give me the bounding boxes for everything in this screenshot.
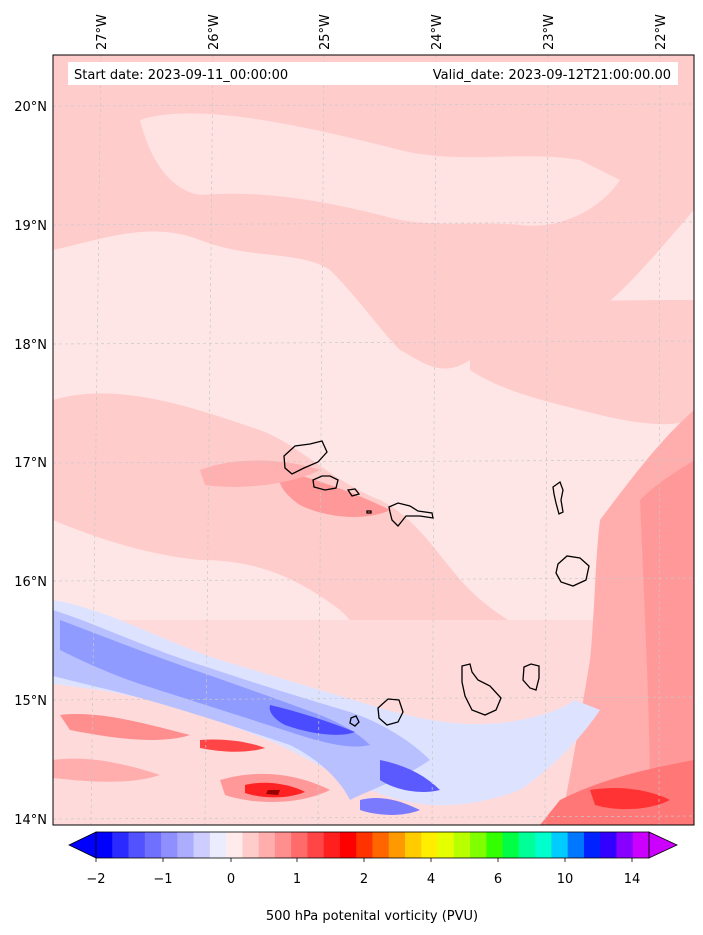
colorbar-segment <box>405 832 422 858</box>
colorbar-segment <box>632 832 650 858</box>
info-box <box>68 62 678 85</box>
island-maio <box>522 663 540 691</box>
colorbar-segments <box>96 832 650 858</box>
colorbar-tick-label: 1 <box>293 872 301 887</box>
colorbar-extend-low <box>68 831 97 859</box>
lon-tick-labels: 27°W 26°W 25°W 24°W 23°W 22°W <box>95 14 669 50</box>
coastlines <box>283 440 590 727</box>
pv-field-medium-red <box>200 410 694 825</box>
colorbar-segment <box>307 832 325 858</box>
island-sal <box>552 480 564 515</box>
colorbar-segment <box>453 832 471 858</box>
colorbar-segment <box>372 832 390 858</box>
lat-tick: 16°N <box>14 575 47 590</box>
colorbar-segment <box>388 832 406 858</box>
colorbar: −2 −1 0 1 2 4 6 10 14 500 hPa potenital … <box>68 831 678 924</box>
colorbar-segment <box>258 832 276 858</box>
colorbar-segment <box>518 832 536 858</box>
colorbar-segment <box>486 832 504 858</box>
colorbar-segment <box>437 832 455 858</box>
island-sao-nicolau <box>388 502 434 527</box>
colorbar-segment <box>291 832 308 858</box>
lat-tick: 19°N <box>14 219 47 234</box>
valid-date-label: Valid_date: 2023-09-12T21:00:00.00 <box>433 68 671 83</box>
lat-tick: 15°N <box>14 694 47 709</box>
graticule <box>53 55 694 825</box>
colorbar-segment <box>177 832 195 858</box>
colorbar-tick-label: 0 <box>227 872 235 887</box>
colorbar-segment <box>616 832 634 858</box>
colorbar-segment <box>470 832 487 858</box>
lat-tick: 18°N <box>14 338 47 353</box>
lat-tick: 14°N <box>14 813 47 828</box>
start-date-label: Start date: 2023-09-11_00:00:00 <box>74 68 288 83</box>
colorbar-tick-label: 2 <box>360 872 368 887</box>
colorbar-segment <box>242 832 260 858</box>
lon-tick: 27°W <box>95 14 110 50</box>
island-branco <box>366 510 372 514</box>
lat-tick-labels: 20°N 19°N 18°N 17°N 16°N 15°N 14°N <box>14 100 47 828</box>
island-brava <box>349 715 360 727</box>
island-boa-vista <box>555 555 590 587</box>
map-panel <box>53 55 694 825</box>
island-santo-antao <box>283 440 328 475</box>
colorbar-segment <box>193 832 211 858</box>
colorbar-segment <box>567 832 585 858</box>
colorbar-segment <box>502 832 520 858</box>
lon-tick: 26°W <box>207 14 222 50</box>
island-fogo <box>377 698 404 726</box>
colorbar-tick-label: 10 <box>557 872 574 887</box>
colorbar-label: 500 hPa potenital vorticity (PVU) <box>266 909 478 924</box>
colorbar-segment <box>339 832 357 858</box>
pv-field-blue <box>53 600 600 815</box>
colorbar-segment <box>600 832 617 858</box>
colorbar-segment <box>421 832 439 858</box>
colorbar-segment <box>96 832 113 858</box>
lon-tick: 22°W <box>654 14 669 50</box>
colorbar-tick-label: 6 <box>494 872 502 887</box>
colorbar-tick-label: 14 <box>624 872 641 887</box>
colorbar-segment <box>551 832 569 858</box>
island-santa-luzia <box>346 488 361 497</box>
lon-tick: 24°W <box>430 14 445 50</box>
colorbar-outline <box>95 831 650 859</box>
colorbar-segment <box>226 832 243 858</box>
colorbar-segment <box>209 832 227 858</box>
colorbar-tick-label: −2 <box>86 872 105 887</box>
colorbar-segment <box>274 832 292 858</box>
colorbar-tick-marks <box>95 858 633 862</box>
lon-tick: 23°W <box>542 14 557 50</box>
colorbar-segment <box>583 832 601 858</box>
colorbar-segment <box>144 832 162 858</box>
island-sao-vicente <box>312 475 339 491</box>
colorbar-extend-high <box>648 831 678 859</box>
map-frame <box>52 54 695 826</box>
lat-tick: 20°N <box>14 100 47 115</box>
colorbar-tick-label: 4 <box>427 872 435 887</box>
colorbar-ticks: −2 −1 0 1 2 4 6 10 14 <box>86 872 640 887</box>
colorbar-segment <box>535 832 552 858</box>
colorbar-segment <box>161 832 178 858</box>
island-santiago <box>461 663 502 716</box>
colorbar-segment <box>323 832 341 858</box>
colorbar-segment <box>112 832 130 858</box>
colorbar-tick-label: −1 <box>153 872 172 887</box>
colorbar-segment <box>128 832 146 858</box>
lon-tick: 25°W <box>318 14 333 50</box>
colorbar-segment <box>356 832 373 858</box>
lat-tick: 17°N <box>14 456 47 471</box>
